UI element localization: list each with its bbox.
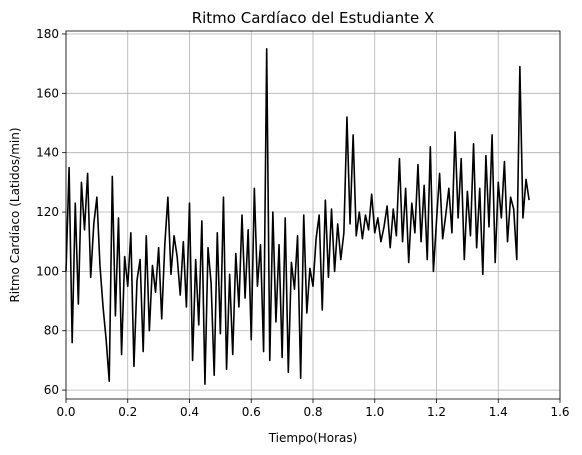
- x-axis-ticks: 0.0 0.2 0.4 0.6 0.8 1.0 1.2 1.4 1.6: [56, 399, 570, 419]
- x-tick-label: 1.6: [550, 405, 569, 419]
- y-tick-label: 160: [36, 86, 59, 100]
- x-tick-label: 0.8: [303, 405, 322, 419]
- x-tick-label: 0.2: [118, 405, 137, 419]
- x-tick-label: 0.4: [180, 405, 199, 419]
- y-axis-label: Ritmo Cardíaco (Latidos/min): [8, 127, 22, 302]
- x-tick-label: 0.0: [56, 405, 75, 419]
- y-tick-label: 140: [36, 146, 59, 160]
- x-tick-label: 1.0: [365, 405, 384, 419]
- x-tick-label: 1.2: [427, 405, 446, 419]
- y-axis-ticks: 60 80 100 120 140 160 180: [36, 27, 66, 397]
- y-tick-label: 100: [36, 264, 59, 278]
- y-tick-label: 180: [36, 27, 59, 41]
- x-tick-label: 0.6: [242, 405, 261, 419]
- chart-title: Ritmo Cardíaco del Estudiante X: [192, 9, 435, 27]
- x-tick-label: 1.4: [489, 405, 508, 419]
- heart-rate-line: [65, 48, 530, 385]
- y-tick-label: 60: [44, 383, 59, 397]
- y-tick-label: 120: [36, 205, 59, 219]
- x-axis-label: Tiempo(Horas): [268, 431, 358, 445]
- y-tick-label: 80: [44, 324, 59, 338]
- gridlines: [65, 31, 561, 399]
